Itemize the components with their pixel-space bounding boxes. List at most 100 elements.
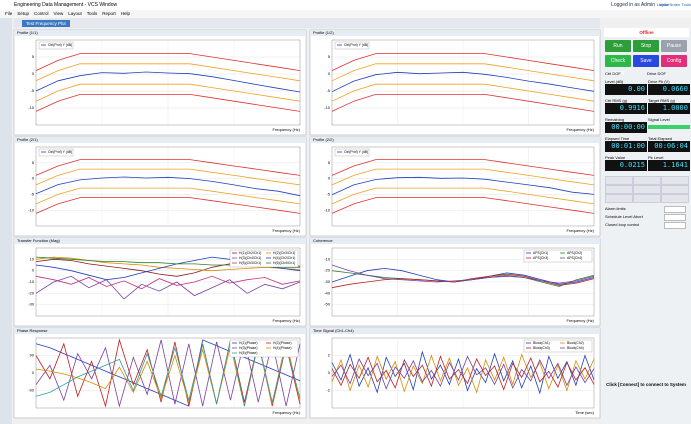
y-tick-label: 5 [328, 160, 331, 165]
legend-label: Ctrl(Prof) Y (dB) [344, 43, 368, 47]
legend-label: Ctrl(Prof) Y (dB) [48, 43, 72, 47]
series-line [331, 63, 595, 82]
control-button[interactable]: Check Items [605, 55, 631, 76]
control-button[interactable]: Config [661, 55, 687, 67]
disabled-button[interactable] [633, 194, 661, 203]
status: Offline [604, 28, 689, 37]
panel-header [14, 238, 306, 244]
x-axis-label: Frequency (Hz) [272, 127, 300, 132]
disabled-button[interactable] [605, 185, 633, 194]
series-line [331, 264, 595, 284]
legend-label: Block(Ch4) [567, 346, 584, 350]
readout-label: Pk Level [648, 155, 664, 160]
panel-title: Profile (1/1) [17, 30, 38, 35]
control-button[interactable]: Save [633, 55, 659, 67]
menu-item[interactable]: View [53, 11, 64, 16]
window-action[interactable]: Tools [681, 2, 691, 7]
readout: Elapsed Time 00:01:00 [605, 136, 647, 153]
panel-header [310, 328, 600, 334]
y-tick-label: -10 [324, 105, 331, 110]
disabled-button[interactable] [605, 176, 633, 185]
panel-title: Coherence [313, 238, 333, 243]
legend [229, 339, 299, 358]
readout-value: 00:06:04 [648, 141, 690, 152]
readout-value: 00:00:00 [605, 122, 647, 133]
legend-label: H(3)(Ch4/Ch1) [239, 256, 261, 260]
y-tick-label: -10 [324, 256, 331, 261]
readout-value: 0.9916 [605, 103, 647, 114]
legend-label: H(6)(Ch4/Ch1) [273, 261, 295, 265]
disabled-button[interactable] [661, 185, 689, 194]
tab[interactable]: Test Frequency Plot [22, 20, 70, 27]
legend-label: APS(Ch4) [567, 256, 582, 260]
readout: Total Elapsed 00:06:04 [648, 136, 690, 153]
menu-item[interactable]: Report [102, 11, 116, 16]
y-tick-label: 5 [32, 54, 35, 59]
legend [334, 148, 370, 157]
panel-title: Profile (2/1) [17, 137, 38, 142]
y-tick-label: 0 [32, 71, 35, 76]
series-line [35, 275, 301, 300]
legend-label: APS(Ch3) [533, 256, 548, 260]
legend-label: Ctrl(Prof) Y (dB) [48, 150, 72, 154]
tab-bar: Test Frequency Plot [14, 18, 600, 28]
menu-item[interactable]: Help [120, 11, 131, 16]
series-line [35, 197, 301, 214]
readout: Drive Pk (V) 0.0660 [648, 79, 690, 96]
option-field[interactable] [664, 214, 686, 221]
user-label: Logged in as Admin [611, 2, 655, 8]
x-axis-label: Frequency (Hz) [566, 228, 594, 233]
legend-label: H(4)(Phase) [273, 346, 291, 350]
readout-label: Elapsed Time [605, 136, 630, 141]
disabled-button[interactable] [661, 176, 689, 185]
series-line [331, 159, 595, 176]
legend-label: H(2)(Ch3/Ch1) [273, 251, 295, 255]
menu-item[interactable]: Layout [68, 11, 82, 16]
window-action[interactable]: Write Notes [659, 2, 680, 7]
checkbox-option[interactable]: Ctrl DOF [605, 71, 621, 76]
panel-title: Time Signal (Ch1-Ch4) [313, 328, 354, 333]
readout-label: Level (dB) [605, 79, 624, 84]
disabled-button[interactable] [633, 176, 661, 185]
menu-item[interactable]: Tools [86, 11, 98, 16]
y-tick-label: -40 [324, 290, 331, 295]
option-field[interactable] [664, 222, 686, 229]
menu-item[interactable]: Control [34, 11, 49, 16]
readout: Target RMS (g) 1.0000 [648, 98, 690, 115]
readout-label: Drive Pk (V) [648, 79, 670, 84]
option-field[interactable] [664, 206, 686, 213]
control-button[interactable]: Stop [633, 40, 659, 52]
series-line [35, 71, 301, 93]
y-tick-label: -5 [30, 191, 34, 196]
menu-item[interactable]: Setup [17, 11, 30, 16]
disabled-button[interactable] [661, 194, 689, 203]
window-action[interactable]: Logout [656, 2, 669, 7]
menu-item[interactable]: File [5, 11, 13, 16]
readout: Level (dB) 0.00 [605, 79, 647, 96]
legend-label: Ctrl(Prof) Y (dB) [344, 150, 368, 154]
checkbox-option[interactable]: Drive DOF [647, 71, 666, 76]
y-tick-label: -5 [326, 88, 330, 93]
y-tick-label: 0 [32, 268, 35, 273]
panel-header [14, 328, 306, 334]
disabled-button[interactable] [605, 194, 633, 203]
readout-value: 1.0000 [648, 103, 690, 114]
disabled-button[interactable] [633, 185, 661, 194]
control-button[interactable]: Pause [661, 40, 687, 52]
x-axis-label: Frequency (Hz) [272, 228, 300, 233]
series-line [331, 355, 595, 391]
option-label: Closed loop control [605, 222, 640, 227]
panel-title: Profile (2/2) [313, 137, 334, 142]
readout-label: Remaining [605, 117, 625, 122]
y-tick-label: -20 [28, 290, 35, 295]
control-button[interactable]: Run [605, 40, 631, 52]
legend-label: Block(Ch2) [567, 341, 584, 345]
series-line [35, 94, 301, 112]
readout-label: Target RMS (g) [648, 98, 676, 103]
y-tick-label: 0 [32, 176, 35, 181]
y-tick-label: -10 [28, 105, 35, 110]
y-tick-label: 0 [328, 71, 331, 76]
checkbox-label: Ctrl DOF [605, 71, 621, 76]
y-tick-label: -2 [326, 388, 330, 393]
signal-bar [648, 125, 690, 129]
